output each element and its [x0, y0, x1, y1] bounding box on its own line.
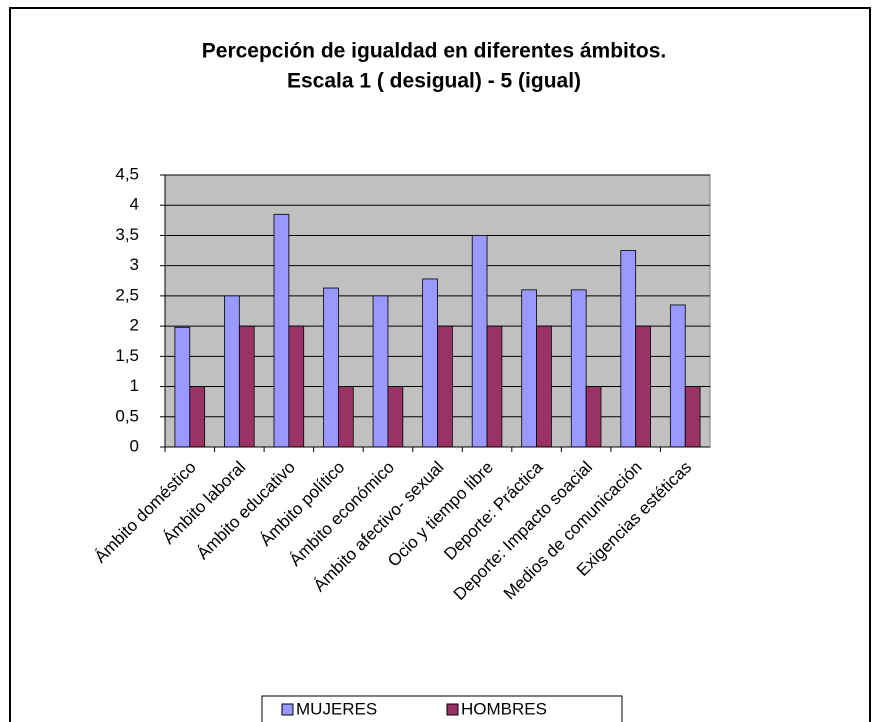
y-tick-label: 2,5: [115, 285, 139, 304]
y-tick-label: 2: [130, 316, 139, 335]
y-tick-label: 1,5: [115, 346, 139, 365]
legend-label: MUJERES: [296, 699, 377, 718]
y-tick-label: 4: [130, 195, 139, 214]
bar: [323, 287, 339, 448]
bar: [174, 326, 191, 448]
bar: [471, 235, 488, 448]
bar: [437, 325, 453, 448]
bar: [684, 386, 701, 448]
y-tick-label: 0,5: [115, 406, 139, 425]
chart-subtitle: Escala 1 ( desigual) - 5 (igual): [287, 70, 581, 93]
bar: [273, 213, 290, 448]
legend-label: HOMBRES: [461, 699, 547, 718]
bar: [338, 386, 354, 448]
y-tick-label: 4,5: [115, 164, 139, 183]
bar: [536, 325, 552, 448]
bar: [669, 304, 686, 448]
bar: [635, 325, 651, 448]
bar: [570, 289, 587, 448]
y-tick-label: 0: [130, 436, 139, 455]
frame: [9, 7, 871, 722]
bar: [189, 386, 206, 448]
bar: [372, 295, 389, 448]
legend-box: [261, 695, 623, 722]
legend-swatch: [446, 703, 459, 716]
bar: [224, 295, 240, 448]
y-tick-label: 3,5: [115, 225, 139, 244]
bar: [288, 325, 305, 448]
bar: [585, 386, 602, 448]
bar: [486, 325, 503, 448]
y-tick-label: 3: [130, 255, 139, 274]
bar: [620, 250, 637, 448]
chart-title: Percepción de igualdad en diferentes ámb…: [202, 40, 666, 63]
bar: [238, 325, 255, 448]
bar: [521, 289, 537, 448]
x-tick-label: Ámbito político: [256, 458, 348, 550]
bar: [387, 386, 404, 448]
y-tick-label: 1: [130, 376, 139, 395]
bar: [422, 278, 438, 448]
legend-swatch: [281, 703, 294, 716]
